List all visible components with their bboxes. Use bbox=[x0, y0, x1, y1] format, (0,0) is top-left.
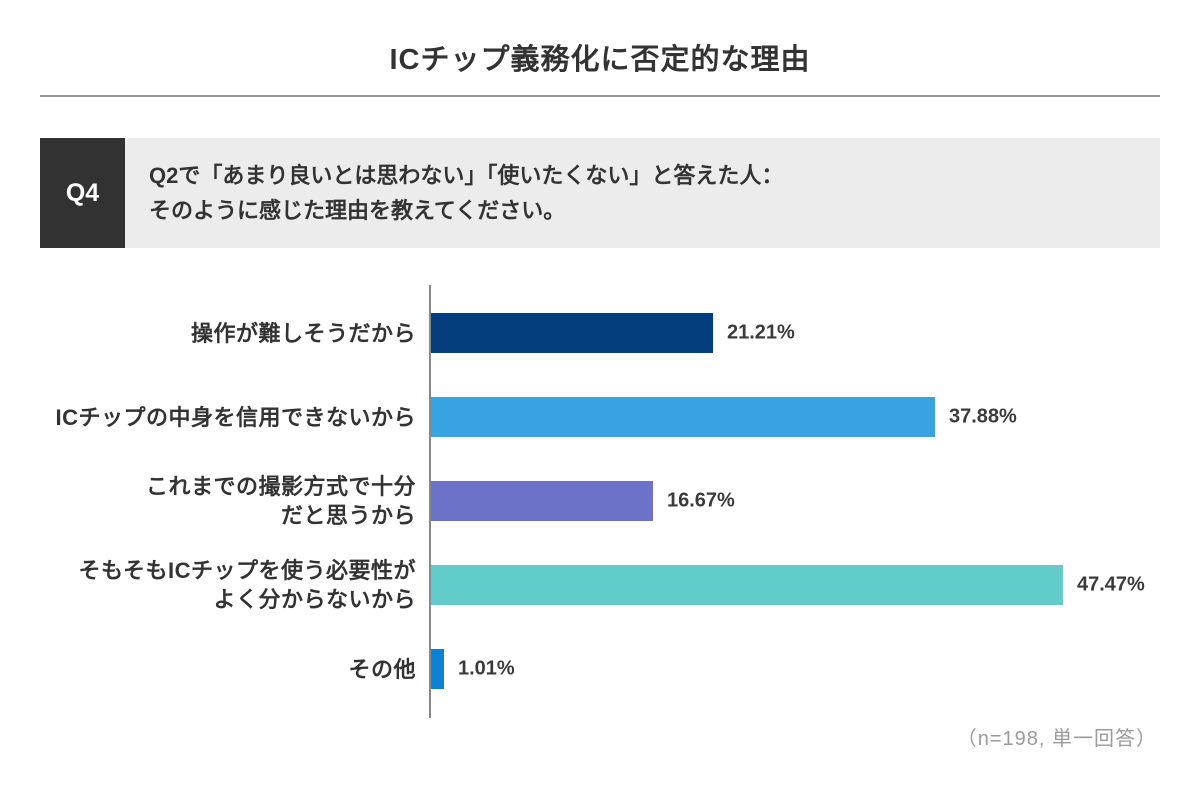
page-title: ICチップ義務化に否定的な理由 bbox=[389, 44, 811, 76]
category-label: そもそもICチップを使う必要性が よく分からないから bbox=[78, 558, 416, 612]
question-text: Q2で「あまり良いとは思わない」「使いたくない」と答えた人： そのように感じた理… bbox=[125, 138, 1160, 248]
bar bbox=[431, 397, 935, 437]
chart-row: 操作が難しそうだから 21.21% bbox=[40, 291, 1180, 375]
value-label: 21.21% bbox=[727, 321, 795, 344]
question-line-1: Q2で「あまり良いとは思わない」「使いたくない」と答えた人： bbox=[149, 163, 784, 188]
bar-chart: 操作が難しそうだから 21.21% ICチップの中身を信用できないから 37.88% こ… bbox=[40, 291, 1180, 711]
value-label: 1.01% bbox=[458, 657, 515, 680]
value-label: 47.47% bbox=[1077, 573, 1145, 596]
category-label: これまでの撮影方式で十分 だと思うから bbox=[145, 474, 416, 528]
bar bbox=[431, 649, 444, 689]
chart-row: これまでの撮影方式で十分 だと思うから 16.67% bbox=[40, 459, 1180, 543]
chart-axis-line bbox=[429, 285, 431, 718]
bar bbox=[431, 481, 653, 521]
chart-row: その他 1.01% bbox=[40, 627, 1180, 711]
category-label: 操作が難しそうだから bbox=[190, 320, 416, 346]
sample-size-note: （n=198, 単一回答） bbox=[956, 728, 1157, 750]
category-label: ICチップの中身を信用できないから bbox=[55, 404, 416, 430]
value-label: 16.67% bbox=[667, 489, 735, 512]
chart-row: ICチップの中身を信用できないから 37.88% bbox=[40, 375, 1180, 459]
question-box: Q4 Q2で「あまり良いとは思わない」「使いたくない」と答えた人： そのように感… bbox=[40, 138, 1160, 248]
category-label: その他 bbox=[348, 656, 416, 682]
bar bbox=[431, 313, 713, 353]
title-divider bbox=[40, 95, 1160, 97]
bar bbox=[431, 565, 1063, 605]
value-label: 37.88% bbox=[949, 405, 1017, 428]
question-line-2: そのように感じた理由を教えてください。 bbox=[149, 198, 566, 223]
question-number-badge: Q4 bbox=[40, 138, 125, 248]
chart-row: そもそもICチップを使う必要性が よく分からないから 47.47% bbox=[40, 543, 1180, 627]
